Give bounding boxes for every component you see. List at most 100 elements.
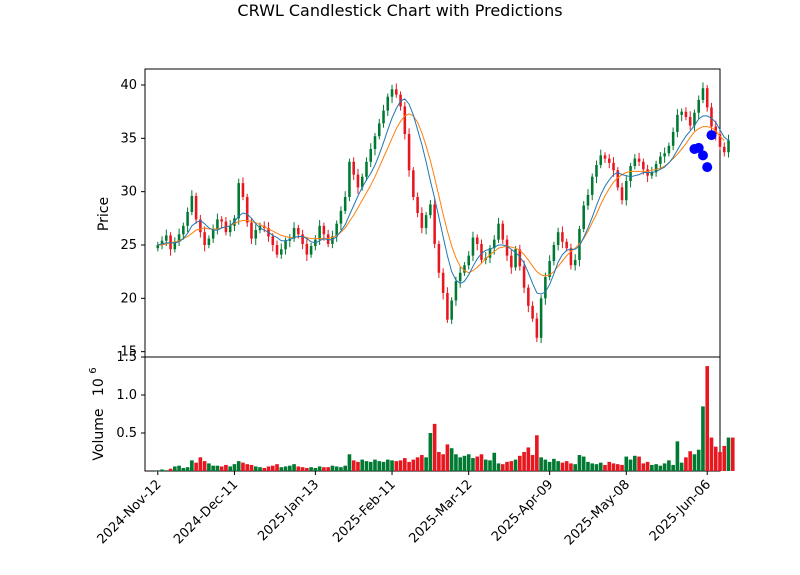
volume-bar	[679, 462, 684, 471]
volume-bar	[296, 466, 301, 471]
volume-bar	[475, 456, 480, 471]
volume-bar	[445, 444, 450, 471]
volume-bar	[190, 460, 194, 471]
x-tick-label: 2025-Jun-06	[647, 477, 714, 544]
candle-body	[697, 99, 700, 113]
volume-bar	[671, 464, 675, 471]
candle-body	[160, 240, 164, 245]
candle-body	[595, 165, 598, 177]
candle-body	[667, 145, 671, 154]
candle-body	[680, 111, 683, 115]
volume-bar	[471, 458, 475, 471]
candle-body	[642, 161, 645, 170]
volume-bar	[390, 460, 394, 471]
candle-body	[250, 222, 253, 239]
candle-body	[186, 211, 189, 226]
candle-body	[365, 161, 368, 177]
candle-body	[182, 225, 185, 235]
candle-body	[169, 235, 172, 250]
volume-bar	[730, 437, 735, 471]
volume-bar	[326, 467, 330, 471]
candle-body	[407, 134, 411, 171]
x-tick-label: 2025-Jan-13	[255, 477, 322, 544]
candle-body	[318, 225, 321, 240]
x-tick-label: 2025-Mar-12	[406, 477, 475, 546]
volume-bar	[245, 464, 250, 471]
candle-body	[727, 140, 730, 153]
volume-bar	[305, 467, 309, 471]
volume-bar	[552, 458, 556, 471]
volume-bar	[522, 452, 526, 471]
prediction-point	[693, 142, 704, 153]
volume-y-ticks: 0.5 1.0 1.5	[116, 350, 145, 441]
candle-body	[412, 170, 415, 197]
candle-body	[718, 134, 722, 147]
volume-bar	[726, 437, 731, 471]
x-tick-label: 2024-Dec-11	[171, 477, 241, 547]
candle-body	[616, 170, 620, 188]
volume-bar	[590, 463, 595, 471]
volume-bar	[283, 466, 288, 471]
candle-body	[173, 241, 177, 250]
candle-body	[220, 219, 223, 222]
volume-bar	[202, 461, 207, 471]
volume-bar	[236, 461, 241, 471]
candle-body	[395, 89, 398, 95]
volume-bar	[628, 459, 633, 471]
volume-bar	[322, 467, 326, 471]
volume-bar	[270, 465, 275, 471]
candle-body	[463, 265, 466, 273]
volume-bar	[564, 461, 569, 471]
candle-body	[373, 136, 377, 149]
candle-body	[429, 204, 432, 216]
candle-body	[156, 245, 160, 249]
candle-body	[301, 234, 304, 244]
volume-bar	[215, 465, 220, 471]
candle-body	[659, 156, 662, 164]
volume-bar	[505, 461, 509, 471]
candle-body	[228, 225, 232, 233]
volume-bar	[607, 461, 612, 471]
volume-panel-frame	[144, 356, 721, 472]
candle-body	[446, 293, 449, 320]
volume-bar	[705, 366, 710, 471]
candle-body	[292, 227, 296, 239]
candle-body	[348, 161, 351, 197]
volume-bar	[535, 435, 539, 471]
volume-bar	[654, 464, 658, 471]
volume-bar	[466, 454, 471, 471]
volume-bar	[351, 460, 356, 471]
volume-bar	[164, 470, 169, 471]
volume-bar	[373, 459, 377, 471]
candle-body	[309, 246, 313, 255]
volume-bar	[458, 457, 462, 471]
volume-bar	[168, 468, 173, 471]
volume-bar	[211, 465, 215, 471]
volume-bar	[675, 441, 680, 471]
candle-body	[488, 248, 492, 258]
candle-body	[245, 197, 249, 223]
volume-bar	[177, 465, 181, 471]
candle-body	[335, 223, 338, 237]
volume-bar	[288, 465, 292, 471]
volume-bar	[645, 461, 650, 471]
volume-bar	[339, 467, 343, 471]
volume-bar	[437, 452, 441, 471]
volume-bar	[594, 464, 599, 471]
price-y-tick-label: 25	[120, 238, 137, 253]
volume-bar	[701, 406, 705, 471]
volume-bar	[722, 445, 727, 471]
volume-bar	[483, 459, 488, 471]
chart-title: CRWL Candlestick Chart with Predictions	[237, 1, 562, 20]
volume-bar	[219, 466, 224, 471]
volume-bar	[360, 459, 365, 471]
candle-body	[582, 205, 585, 229]
candle-body	[441, 272, 445, 293]
candle-body	[693, 112, 696, 126]
candle-body	[284, 240, 287, 250]
volume-bar	[253, 466, 258, 471]
volume-bar	[611, 463, 616, 471]
price-axis-label: Price	[96, 197, 112, 231]
ma-short-line	[157, 98, 729, 295]
price-y-tick-label: 35	[120, 131, 137, 146]
